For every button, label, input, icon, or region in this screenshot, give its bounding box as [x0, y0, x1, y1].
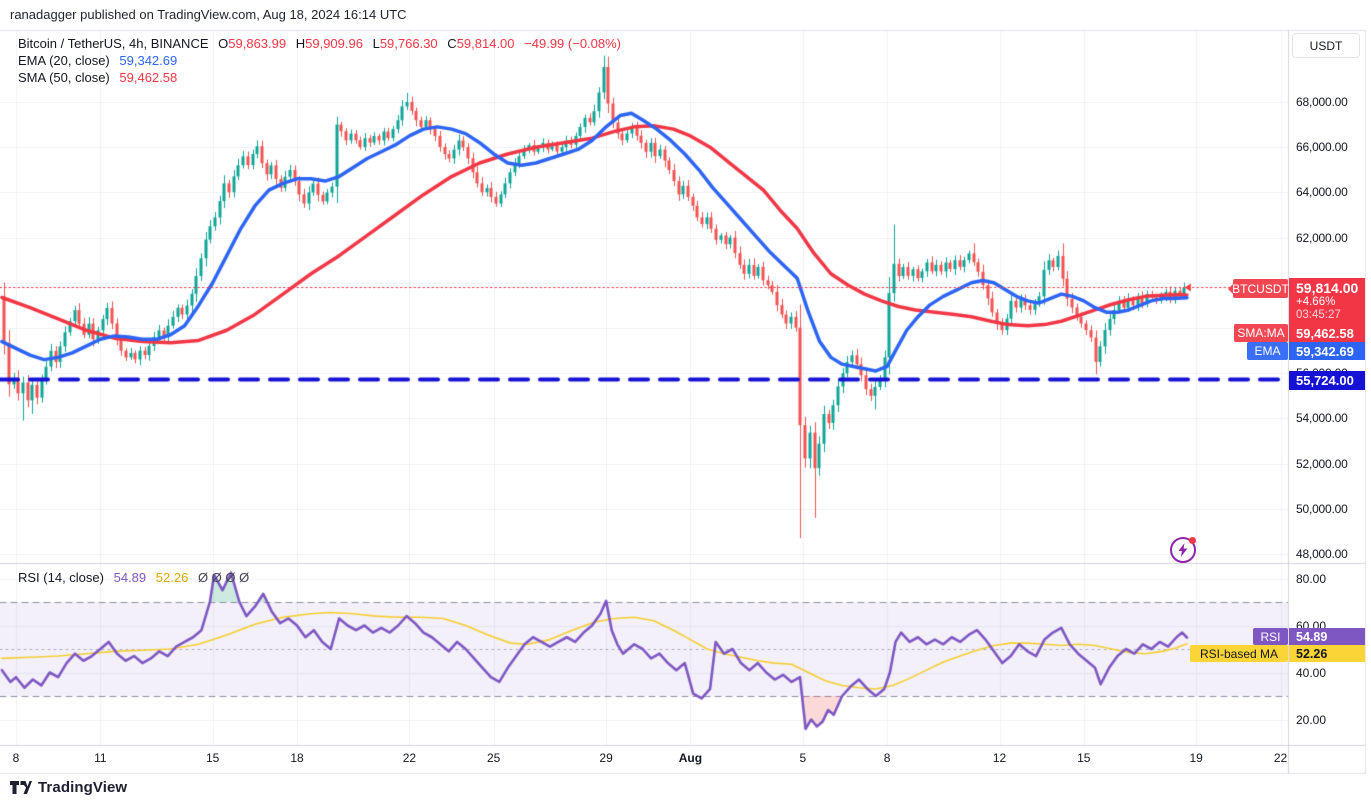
- time-axis-label: 15: [206, 751, 220, 765]
- time-axis-label: 29: [599, 751, 613, 765]
- time-axis-label: 11: [94, 751, 107, 765]
- tradingview-logo-text: TradingView: [38, 779, 128, 796]
- rsi-axis-label: 20.00: [1296, 712, 1327, 727]
- symbol-title: Bitcoin / TetherUS, 4h, BINANCE: [18, 36, 209, 51]
- time-axis-label: 12: [992, 751, 1007, 765]
- price-axis-label: 54,000.00: [1296, 411, 1348, 426]
- sma-legend-row[interactable]: SMA (50, close) 59,462.58: [18, 70, 621, 86]
- time-axis-label: 19: [1189, 751, 1203, 765]
- symbol-legend-row[interactable]: Bitcoin / TetherUS, 4h, BINANCE O59,863.…: [18, 36, 621, 52]
- rsi-axis-label: 80.00: [1296, 571, 1327, 586]
- ohlc-high-value: 59,909.96: [305, 36, 363, 51]
- sma-value: 59,462.58: [119, 70, 178, 85]
- ohlc-open-value: 59,863.99: [228, 36, 287, 51]
- notification-dot: [1189, 537, 1196, 544]
- current-price-box: 59,814.00 +4.66% 03:45:27: [1289, 278, 1365, 324]
- time-axis-label: 15: [1077, 751, 1091, 765]
- rsi-ma-value-legend: 52.26: [155, 570, 189, 585]
- chart-legend: Bitcoin / TetherUS, 4h, BINANCE O59,863.…: [18, 36, 621, 87]
- rsi-axis-label: 40.00: [1296, 665, 1327, 680]
- ohlc-change-value: −49.99 (−0.08%): [524, 36, 622, 51]
- sma-name: SMA (50, close): [18, 70, 110, 85]
- rsi-extra-symbols: Ø Ø Ø Ø: [197, 570, 250, 585]
- price-axis-label: 66,000.00: [1296, 140, 1348, 155]
- ema-axis-tag: EMA: [1247, 342, 1288, 360]
- currency-unit-button[interactable]: USDT: [1292, 33, 1360, 58]
- price-axis-label: 62,000.00: [1296, 230, 1348, 245]
- ema-legend-row[interactable]: EMA (20, close) 59,342.69: [18, 53, 621, 69]
- rsi-value-legend: 54.89: [113, 570, 147, 585]
- ohlc-open-label: O: [218, 36, 229, 51]
- rsi-name: RSI (14, close): [18, 570, 104, 585]
- price-axis-label: 48,000.00: [1296, 546, 1348, 561]
- ema-name: EMA (20, close): [18, 53, 110, 68]
- ema-value: 59,342.69: [119, 53, 178, 68]
- ohlc-close-label: C: [447, 36, 457, 51]
- ohlc-high-label: H: [295, 36, 306, 51]
- rsi-legend-row[interactable]: RSI (14, close) 54.89 52.26 Ø Ø Ø Ø: [18, 570, 249, 585]
- time-axis-label: Aug: [678, 751, 703, 765]
- symbol-price-tag: BTCUSDT: [1228, 279, 1289, 298]
- time-axis-label: 22: [1273, 751, 1288, 765]
- time-axis-label: 25: [487, 751, 501, 765]
- sma-axis-value: 59,462.58: [1289, 324, 1365, 342]
- tradingview-logo[interactable]: TradingView: [10, 779, 127, 796]
- time-axis-label: 8: [12, 751, 20, 765]
- time-axis-label: 22: [402, 751, 417, 765]
- ohlc-close-value: 59,814.00: [456, 36, 515, 51]
- support-level-box: 55,724.00: [1289, 371, 1365, 390]
- current-price-change: +4.66%: [1296, 296, 1336, 308]
- time-axis-label: 5: [799, 751, 807, 765]
- rsi-ma-axis-value: 52.26: [1289, 645, 1365, 662]
- tradingview-logo-icon: [10, 780, 32, 794]
- price-axis-label: 68,000.00: [1296, 94, 1348, 109]
- published-header: ranadagger published on TradingView.com,…: [10, 7, 407, 22]
- rsi-axis-tag: RSI: [1253, 628, 1288, 645]
- time-axis-label: 8: [883, 751, 891, 765]
- lightning-bolt-icon[interactable]: [1170, 537, 1196, 563]
- time-axis-label: 18: [290, 751, 304, 765]
- rsi-axis-value: 54.89: [1289, 628, 1365, 645]
- price-axis-label: 52,000.00: [1296, 456, 1348, 471]
- current-price-value: 59,814.00: [1296, 280, 1359, 296]
- ema-axis-value: 59,342.69: [1289, 342, 1365, 360]
- price-axis-label: 50,000.00: [1296, 501, 1348, 516]
- price-axis-label: 64,000.00: [1296, 185, 1348, 200]
- ohlc-low-label: L: [372, 36, 380, 51]
- sma-axis-tag: SMA:MA: [1234, 324, 1288, 342]
- bar-countdown: 03:45:27: [1296, 309, 1341, 321]
- ohlc-low-value: 59,766.30: [379, 36, 438, 51]
- rsi-ma-axis-tag: RSI-based MA: [1190, 645, 1288, 662]
